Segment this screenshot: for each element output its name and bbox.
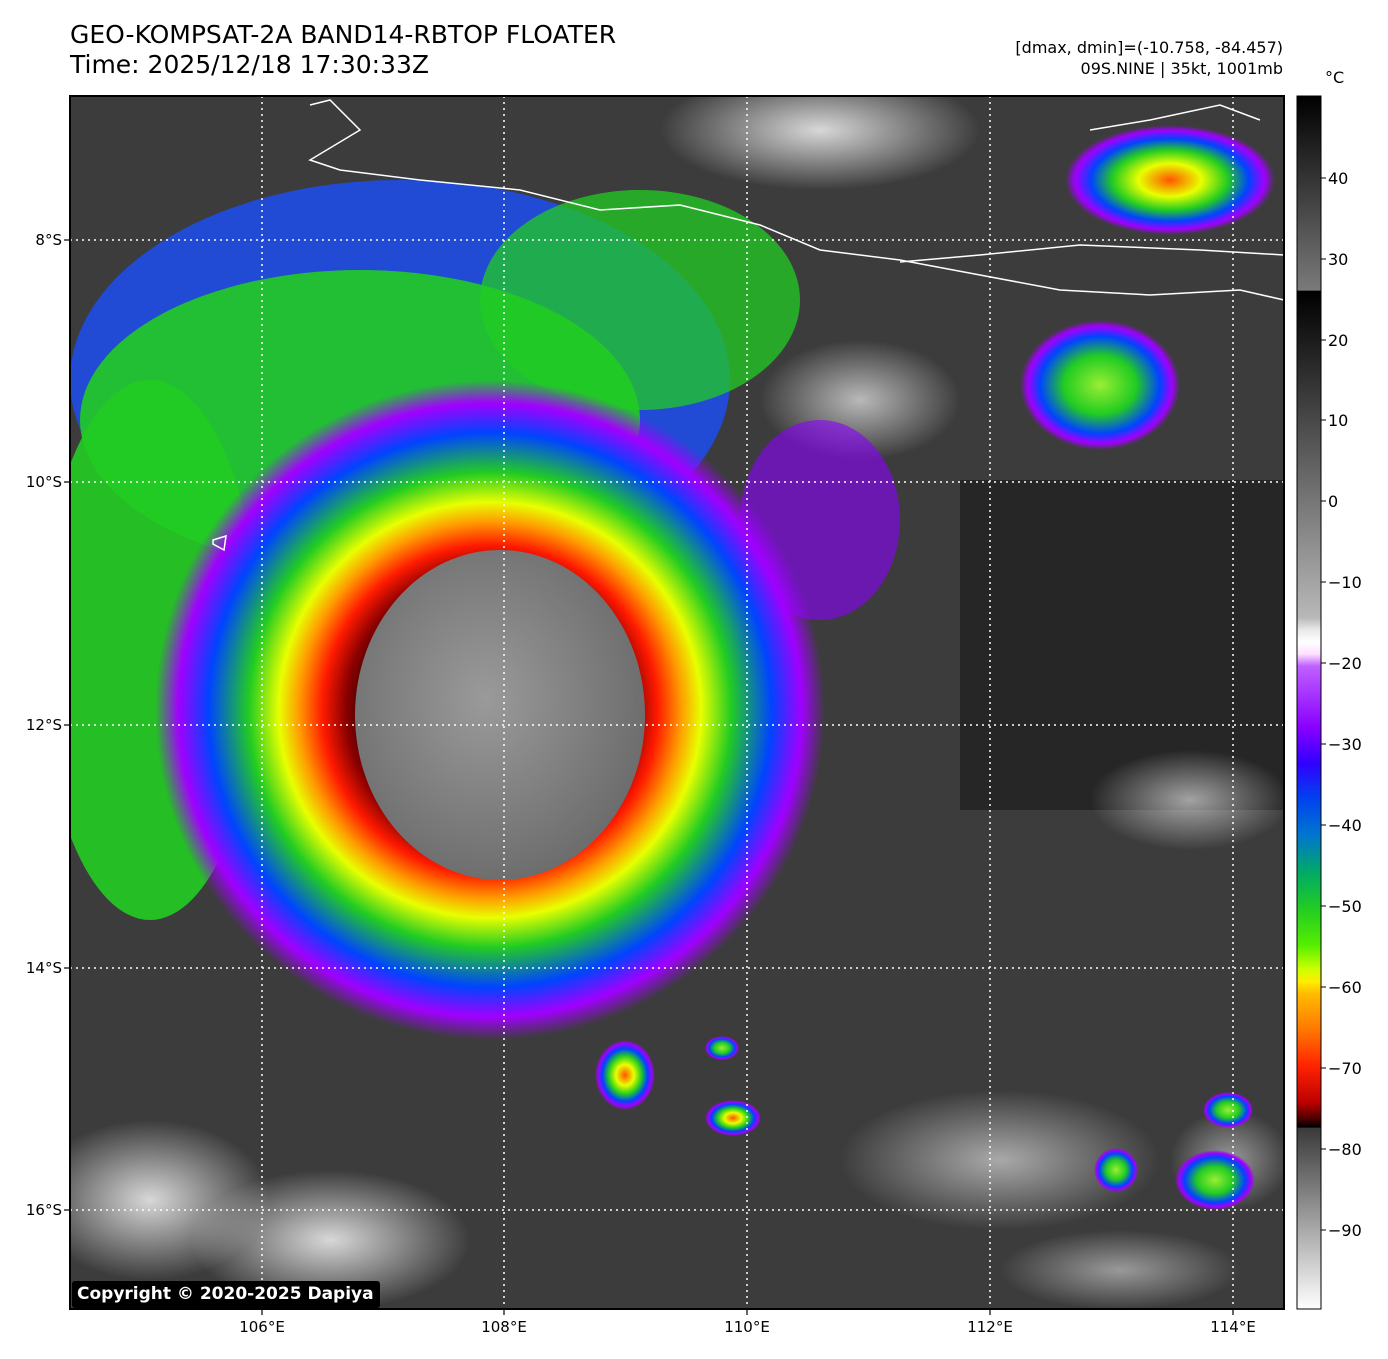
- colorbar-tick-label: −80: [1328, 1140, 1362, 1159]
- colorbar-tick-label: −60: [1328, 978, 1362, 997]
- colorbar-tick-label: 30: [1328, 250, 1349, 269]
- longitude-label: 112°E: [967, 1318, 1013, 1336]
- colorbar-tick-label: −40: [1328, 816, 1362, 835]
- latitude-label: 14°S: [25, 959, 62, 977]
- colorbar-tick-label: −50: [1328, 897, 1362, 916]
- colorbar-tick-label: −70: [1328, 1059, 1362, 1078]
- chart-title: GEO-KOMPSAT-2A BAND14-RBTOP FLOATER: [70, 20, 617, 49]
- coastlines: [212, 99, 1284, 552]
- colorbar-tick-label: 0: [1328, 492, 1339, 511]
- latitude-label: 8°S: [35, 231, 62, 249]
- longitude-label: 114°E: [1210, 1318, 1256, 1336]
- temperature-range: [dmax, dmin]=(-10.758, -84.457): [1015, 38, 1283, 57]
- map-ticks: [64, 239, 1234, 1315]
- colorbar-tick-label: −20: [1328, 654, 1362, 673]
- colorbar-tick-label: 20: [1328, 331, 1349, 350]
- cold-cloud-top: [355, 550, 645, 880]
- timestamp: Time: 2025/12/18 17:30:33Z: [70, 50, 429, 79]
- latitude-label: 10°S: [25, 473, 62, 491]
- graticule: [70, 96, 1284, 1309]
- colorbar-unit: °C: [1325, 68, 1345, 87]
- colorbar-tick-label: 10: [1328, 411, 1349, 430]
- latitude-label: 12°S: [25, 716, 62, 734]
- low-clouds: [70, 96, 1284, 1309]
- longitude-label: 110°E: [724, 1318, 770, 1336]
- colorbar-tick-label: 40: [1328, 169, 1349, 188]
- colorbar: [1296, 95, 1326, 1310]
- info-block: [dmax, dmin]=(-10.758, -84.457) 09S.NINE…: [1015, 37, 1283, 79]
- colorbar-tick-label: −90: [1328, 1221, 1362, 1240]
- copyright-badge: Copyright © 2020-2025 Dapiya: [72, 1281, 380, 1308]
- map-frame: [69, 95, 1285, 1310]
- map-image: [70, 96, 1284, 1309]
- longitude-label: 108°E: [481, 1318, 527, 1336]
- colorbar-tick-label: −10: [1328, 573, 1362, 592]
- colorbar-tick-label: −30: [1328, 735, 1362, 754]
- longitude-label: 106°E: [239, 1318, 285, 1336]
- storm-info: 09S.NINE | 35kt, 1001mb: [1080, 59, 1283, 78]
- convective-cells: [595, 125, 1275, 1210]
- title-block: GEO-KOMPSAT-2A BAND14-RBTOP FLOATER Time…: [70, 20, 616, 80]
- latitude-label: 16°S: [25, 1201, 62, 1219]
- colorbar-ticks: [1321, 177, 1326, 1231]
- colorbar-scale: [1296, 95, 1322, 1310]
